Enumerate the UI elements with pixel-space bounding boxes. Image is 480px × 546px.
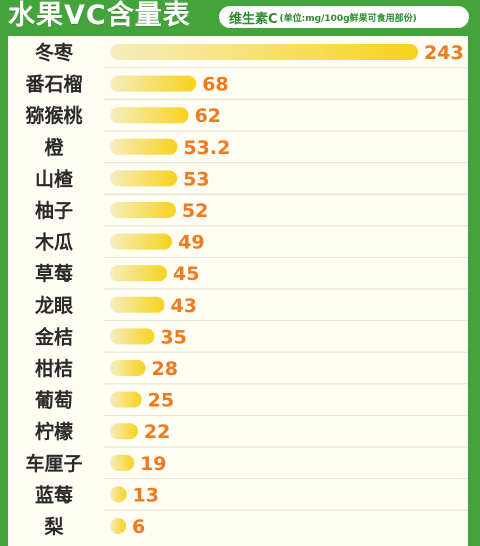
value-label: 62 [195,105,221,127]
bar [110,75,197,92]
category-label: 蓝莓 [35,483,73,506]
category-label: 车厘子 [25,452,82,475]
bar [110,486,127,503]
value-label: 35 [160,326,186,348]
category-label: 木瓜 [34,231,73,254]
category-label: 梨 [43,515,64,537]
value-label: 43 [171,295,197,317]
bar [110,423,138,440]
bar [110,296,165,313]
bar [110,360,146,376]
bar [110,170,178,187]
category-label: 山楂 [35,167,74,190]
category-label: 金桔 [34,325,73,348]
value-label: 25 [148,390,174,412]
bar [110,518,126,534]
bar [110,233,173,250]
value-label: 243 [424,42,464,64]
value-label: 53 [183,168,209,190]
category-label: 猕猴桃 [25,104,82,127]
bar [110,138,178,155]
header: 水果VC含量表 维生素C (单位:mg/100g鲜果可食用部份) [0,0,480,34]
value-label: 13 [132,484,158,506]
bar [110,328,155,345]
value-label: 52 [182,200,208,222]
category-label: 葡萄 [35,389,73,412]
category-label: 橙 [44,136,64,159]
value-label: 22 [144,421,170,443]
category-label: 番石榴 [24,73,82,96]
chart-title: 水果VC含量表 [8,0,191,31]
subtitle-badge: 维生素C (单位:mg/100g鲜果可食用部份) [219,6,469,28]
chart-panel [8,36,468,546]
category-label: 龙眼 [35,294,73,317]
category-label: 冬枣 [35,41,74,64]
bar [110,454,135,471]
bar [110,202,176,218]
bar [110,107,189,124]
value-label: 45 [173,263,199,285]
value-label: 6 [132,516,145,537]
bar [110,44,418,60]
category-label: 柑桔 [35,357,73,380]
value-label: 19 [140,453,166,475]
value-label: 49 [178,232,204,254]
category-label: 柚子 [35,199,73,222]
subtitle-unit: (单位:mg/100g鲜果可食用部份) [279,13,417,24]
bar [110,265,168,282]
value-label: 53.2 [183,137,230,159]
value-label: 28 [151,358,177,380]
value-label: 68 [202,74,228,96]
subtitle-main: 维生素C [229,11,278,27]
category-label: 草莓 [35,262,73,285]
category-label: 柠檬 [35,420,73,443]
bar [110,391,142,408]
